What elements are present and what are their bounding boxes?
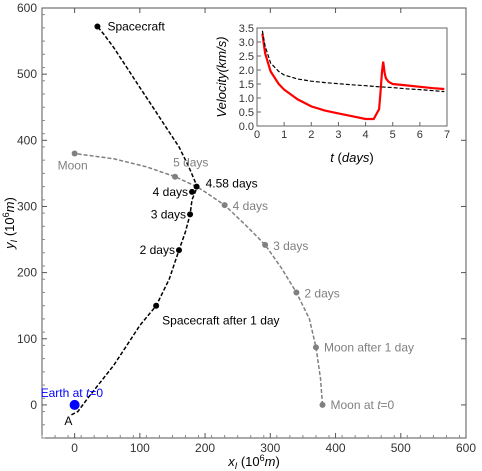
data-point-label: Moon at t=0 <box>330 398 394 412</box>
inset-x-tick-label: 7 <box>444 129 450 141</box>
x-tick-label: 0 <box>71 441 78 455</box>
data-point-label: 4.58 days <box>206 177 258 191</box>
data-point <box>172 173 179 180</box>
inset-background <box>212 22 457 167</box>
x-tick-label: 400 <box>326 441 346 455</box>
data-point-label: 5 days <box>173 156 208 170</box>
data-point <box>221 202 228 209</box>
inset-y-tick-label: 3.5 <box>239 23 254 35</box>
inset-y-axis-label: Velocity(km/s) <box>214 36 229 117</box>
y-tick-label: 600 <box>17 1 37 15</box>
inset-y-tick-label: 0.0 <box>239 121 254 133</box>
data-point-label: Moon <box>58 159 88 173</box>
x-tick-label: 600 <box>456 441 476 455</box>
data-point <box>94 23 101 30</box>
inset-x-tick-label: 0 <box>254 129 260 141</box>
x-tick-label: 100 <box>130 441 150 455</box>
inset-velocity-plot: 0 1 2 3 4 5 6 7 0.0 0.5 1.0 1.5 2.0 2.5 3.0 3.5 t (days)… <box>212 22 457 167</box>
y-tick-label: 0 <box>30 398 37 412</box>
inset-x-axis-label: t (days) <box>330 150 373 165</box>
inset-x-tick-label: 5 <box>390 129 396 141</box>
y-tick-label: 100 <box>17 332 37 346</box>
inset-y-tick-label: 1.0 <box>239 93 254 105</box>
data-point <box>189 188 196 195</box>
inset-x-tick-label: 4 <box>363 129 369 141</box>
inset-frame <box>256 27 448 127</box>
inset-y-tick-label: 3.0 <box>239 37 254 49</box>
inset-y-tick-label: 2.0 <box>239 65 254 77</box>
data-point-label: 3 days <box>273 239 308 253</box>
data-point-label: 4 days <box>153 185 188 199</box>
data-point-label: Moon after 1 day <box>324 340 414 354</box>
data-point-label: Spacecraft <box>107 20 165 34</box>
data-point-label: 4 days <box>233 199 268 213</box>
data-point <box>153 302 160 309</box>
plot-frame <box>41 7 467 439</box>
annotation-label: A <box>64 414 72 428</box>
y-tick-label: 300 <box>17 199 37 213</box>
data-point <box>69 399 80 410</box>
y-tick-label: 400 <box>17 133 37 147</box>
x-tick-label: 500 <box>391 441 411 455</box>
x-tick-label: 300 <box>260 441 280 455</box>
data-point <box>293 289 300 296</box>
data-point <box>71 150 78 157</box>
series-line-moon <box>74 152 324 405</box>
inset-y-tick-label: 0.5 <box>239 107 254 119</box>
data-point-label: Spacecraft after 1 day <box>162 314 279 328</box>
inset-x-tick-label: 1 <box>281 129 287 141</box>
data-point <box>193 183 200 190</box>
y-tick-label: 200 <box>17 266 37 280</box>
data-point-label: 3 days <box>151 207 186 221</box>
data-point <box>312 344 319 351</box>
data-point-label: Earth at t=0 <box>41 386 104 400</box>
x-tick-label: 200 <box>195 441 215 455</box>
data-point-label: 2 days <box>140 243 175 257</box>
y-tick-label: 500 <box>17 67 37 81</box>
inset-y-tick-label: 1.5 <box>239 79 254 91</box>
y-axis-label: yI (106m) <box>1 197 19 250</box>
inset-x-tick-label: 2 <box>308 129 314 141</box>
data-point <box>262 241 269 248</box>
data-point-label: 2 days <box>304 286 339 300</box>
x-axis-label: xI (106m) <box>227 453 280 471</box>
inset-series-line-0 <box>261 33 445 121</box>
series-line-spacecraft <box>71 26 199 416</box>
inset-x-tick-label: 6 <box>417 129 423 141</box>
data-point <box>187 211 194 218</box>
inset-y-tick-label: 2.5 <box>239 51 254 63</box>
data-point <box>319 401 326 408</box>
data-point <box>175 247 182 254</box>
inset-x-tick-label: 3 <box>335 129 341 141</box>
